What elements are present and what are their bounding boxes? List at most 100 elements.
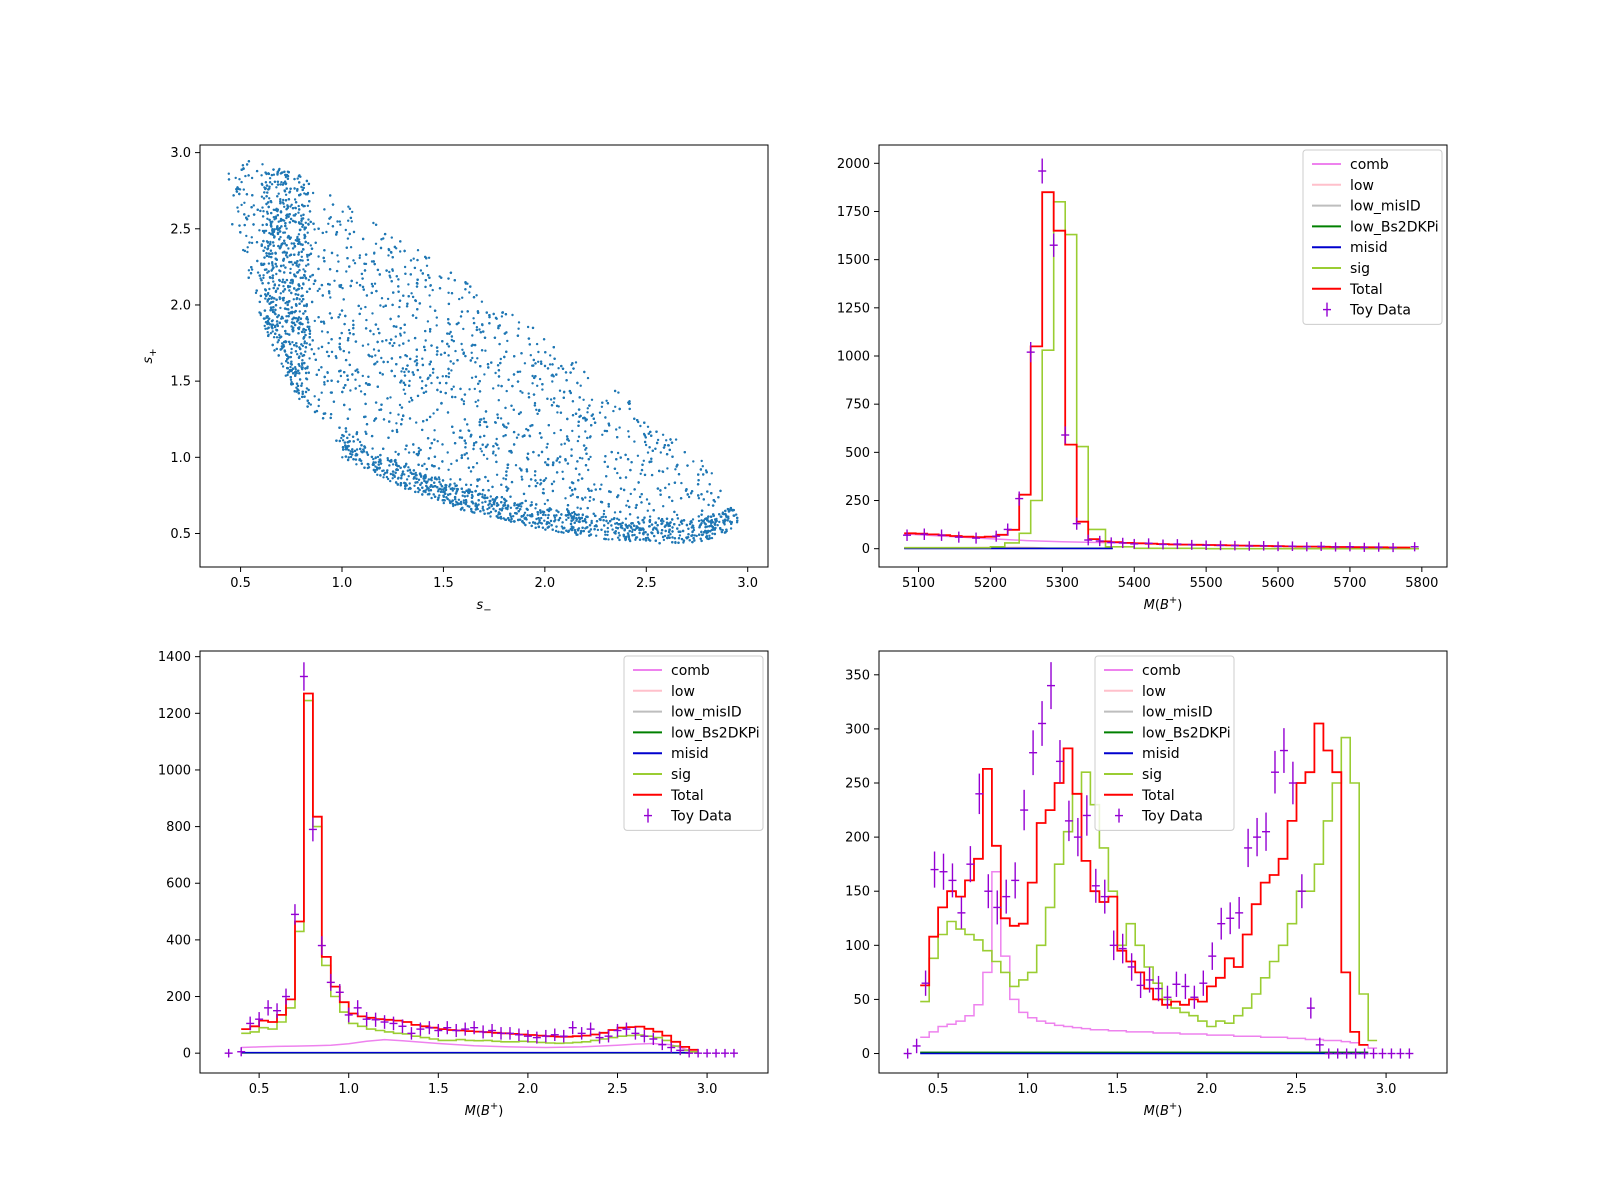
scatter-point — [367, 466, 371, 469]
scatter-point — [613, 511, 617, 514]
scatter-point — [407, 466, 410, 469]
scatter-point — [486, 507, 489, 511]
scatter-point — [395, 468, 398, 471]
scatter-point — [439, 353, 443, 356]
scatter-point — [346, 417, 350, 420]
scatter-point — [534, 526, 537, 529]
scatter-point — [247, 269, 251, 272]
scatter-point — [241, 164, 245, 167]
scatter-point — [532, 521, 535, 524]
scatter-point — [512, 408, 515, 411]
scatter-point — [269, 332, 273, 335]
scatter-point — [449, 360, 452, 363]
panel-dalitz-scatter: 0.5 1.0 1.5 2.0 2.5 3.00.51.01.52.02.53.0s−s+ — [141, 144, 769, 616]
scatter-point — [391, 344, 394, 347]
scatter-point — [261, 229, 265, 233]
scatter-point — [517, 433, 520, 436]
scatter-point — [606, 526, 609, 530]
scatter-point — [386, 457, 389, 460]
scatter-point — [330, 316, 333, 320]
scatter-point — [486, 363, 490, 366]
scatter-point — [474, 375, 478, 378]
scatter-point — [255, 241, 259, 244]
scatter-point — [250, 241, 254, 245]
scatter-point — [277, 284, 281, 287]
scatter-point — [335, 233, 338, 236]
scatter-point — [395, 275, 398, 278]
scatter-point — [510, 517, 513, 521]
scatter-point — [638, 495, 642, 499]
scatter-point — [488, 512, 491, 515]
scatter-point — [576, 460, 579, 463]
scatter-point — [467, 466, 471, 469]
scatter-point — [391, 477, 394, 480]
scatter-point — [284, 374, 287, 377]
scatter-point — [424, 329, 427, 333]
scatter-point — [303, 226, 306, 229]
scatter-point — [313, 395, 316, 398]
scatter-point — [417, 490, 420, 494]
scatter-point — [431, 288, 434, 292]
scatter-point — [499, 417, 503, 420]
scatter-point — [286, 332, 289, 336]
scatter-point — [305, 342, 308, 345]
scatter-point — [638, 522, 641, 525]
scatter-point — [323, 208, 326, 211]
scatter-point — [447, 277, 450, 280]
scatter-point — [461, 348, 464, 351]
scatter-point — [310, 348, 313, 351]
scatter-point — [272, 173, 276, 176]
scatter-point — [276, 183, 280, 186]
scatter-point — [271, 276, 274, 280]
scatter-point — [674, 438, 678, 441]
scatter-point — [423, 479, 426, 483]
scatter-point — [434, 485, 437, 488]
scatter-point — [425, 484, 428, 488]
scatter-point — [455, 322, 459, 326]
scatter-point — [413, 484, 416, 487]
scatter-point — [600, 405, 604, 408]
scatter-point — [341, 456, 344, 459]
scatter-point — [359, 307, 363, 310]
scatter-point — [499, 515, 503, 519]
scatter-point — [271, 264, 274, 267]
scatter-point — [702, 473, 705, 476]
scatter-point — [275, 272, 278, 276]
scatter-point — [429, 360, 432, 363]
scatter-point — [261, 206, 264, 209]
scatter-point — [343, 371, 346, 374]
scatter-point — [415, 359, 418, 362]
scatter-point — [464, 446, 467, 449]
scatter-point — [589, 496, 592, 499]
scatter-point — [268, 197, 271, 200]
scatter-point — [665, 521, 669, 524]
scatter-point — [425, 264, 429, 267]
scatter-point — [450, 338, 453, 342]
scatter-point — [626, 532, 630, 535]
scatter-point — [327, 222, 330, 225]
scatter-point — [363, 393, 367, 396]
scatter-point — [287, 284, 290, 288]
scatter-point — [464, 442, 467, 445]
scatter-point — [695, 534, 698, 538]
scatter-point — [271, 262, 274, 265]
scatter-point — [446, 411, 450, 414]
scatter-point — [259, 312, 262, 315]
scatter-point — [510, 451, 513, 454]
scatter-point — [347, 328, 351, 332]
scatter-point — [448, 323, 451, 326]
scatter-point — [604, 416, 607, 419]
scatter-point — [552, 480, 556, 483]
scatter-point — [326, 371, 329, 374]
scatter-point — [407, 487, 410, 491]
scatter-point — [517, 321, 521, 324]
scatter-point — [484, 349, 487, 352]
scatter-point — [616, 451, 620, 455]
scatter-point — [380, 297, 384, 300]
scatter-point — [629, 492, 632, 496]
scatter-point — [544, 477, 548, 480]
scatter-point — [482, 453, 486, 457]
scatter-point — [548, 363, 552, 366]
scatter-point — [236, 206, 239, 209]
scatter-point — [656, 529, 659, 532]
